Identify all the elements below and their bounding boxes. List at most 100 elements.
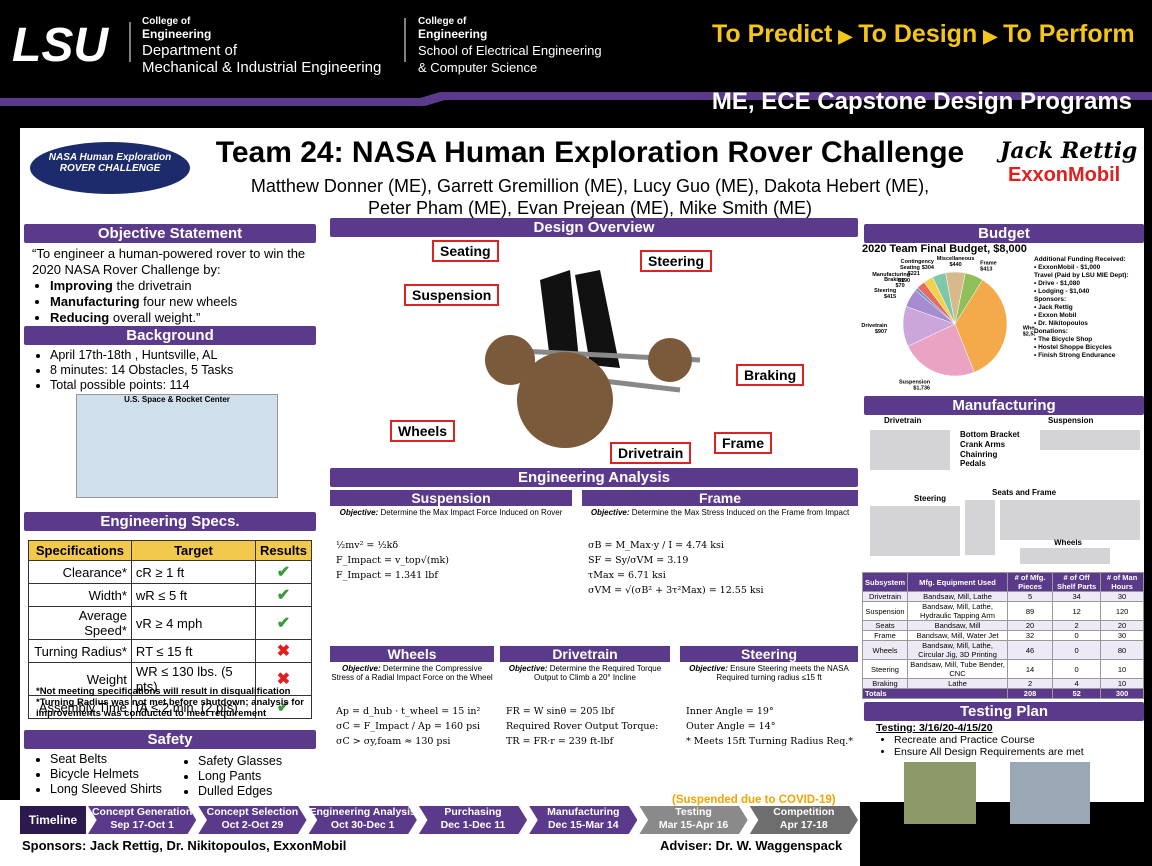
result: ✔ xyxy=(255,695,312,719)
cell: 30 xyxy=(1100,591,1144,602)
arrow: ▶ xyxy=(838,26,853,46)
map: U.S. Space & Rocket Center xyxy=(76,394,278,498)
subheading: Steering xyxy=(680,646,858,662)
t: Ensure Steering meets the NASA Required … xyxy=(716,664,849,682)
sponsors: Sponsors: Jack Rettig, Dr. Nikitopoulos,… xyxy=(22,838,347,853)
cell: 0 xyxy=(1052,640,1102,660)
phase: Concept Selection Oct 2-Oct 29 xyxy=(198,806,307,834)
subheading: Suspension xyxy=(330,490,572,506)
mfg-label: Crank Arms xyxy=(960,440,1006,449)
t: Determine the Compressive Stress of a Ra… xyxy=(331,664,493,682)
cell: 20 xyxy=(1006,620,1054,631)
cell: 12 xyxy=(1052,601,1102,621)
callout: Braking xyxy=(736,364,805,386)
part-image xyxy=(1020,548,1110,564)
tagline-part: To Predict xyxy=(712,20,833,48)
list: Seat BeltsBicycle HelmetsLong Sleeved Sh… xyxy=(32,752,190,797)
callout: Seating xyxy=(432,240,499,262)
mfg-label: Wheels xyxy=(1054,538,1083,547)
cell: 300 xyxy=(1100,688,1144,699)
cell: 89 xyxy=(1006,601,1054,621)
t: U.S. Space & Rocket Center xyxy=(124,395,230,404)
row: Steering Bandsaw, Mill, Tube Bender, CNC 1… xyxy=(861,659,1144,679)
column-header: Results xyxy=(255,540,312,561)
equations: Ap = d_hub · t_wheel = 15 in² σC = F_Impa… xyxy=(336,704,490,749)
rover-image xyxy=(485,270,701,448)
heading: Testing Plan xyxy=(864,702,1144,721)
slice-value: $415 xyxy=(884,294,896,300)
column-header: Specifications xyxy=(28,540,132,561)
cell: Bandsaw, Mill, Lathe xyxy=(907,591,1008,602)
t: Objective: xyxy=(590,508,630,517)
slice-label: Contingency xyxy=(901,259,935,265)
item: Long Pants xyxy=(198,769,328,784)
phase: Concept Generation Sep 17-Oct 1 xyxy=(88,806,197,834)
heading: Budget xyxy=(864,224,1144,243)
slice-value: $2,536 xyxy=(1023,332,1035,338)
result: ✖ xyxy=(255,639,312,663)
row: Braking Lathe 2 4 10 xyxy=(861,678,1144,689)
caption: High Butte (6 Points) xyxy=(900,828,994,839)
column-header: # of Off Shelf Parts xyxy=(1052,572,1102,592)
callout: Steering xyxy=(640,250,713,272)
t: Determine the Max Impact Force Induced o… xyxy=(378,508,563,517)
cell: Average Speed* xyxy=(28,606,132,640)
cell: vR ≥ 4 mph xyxy=(130,606,257,640)
equation: TR = FR·r = 239 ft-lbf xyxy=(506,736,614,747)
t: Objective: xyxy=(689,664,728,673)
tagline: To Predict ▶ To Design ▶ To Perform xyxy=(712,20,1135,49)
slice-value: $221 xyxy=(908,271,920,277)
wheel xyxy=(485,335,535,385)
phase: Testing Mar 15-Apr 16 xyxy=(639,806,748,834)
result: ✔ xyxy=(255,583,312,607)
lsu-logo: LSU xyxy=(12,19,108,72)
heading: Design Overview xyxy=(330,218,858,237)
objective: Objective: Determine the Max Stress Indu… xyxy=(582,508,858,517)
row: Clearance* cR ≥ 1 ft ✔ xyxy=(28,560,312,584)
note: Sponsors: xyxy=(1034,296,1067,303)
cell: 52 xyxy=(1052,688,1102,699)
column-header: Mfg. Equipment Used xyxy=(907,572,1008,592)
list: Improving the drivetrainManufacturing fo… xyxy=(32,278,317,326)
caption: Liquid & Soil Sample Collection (26 Poin… xyxy=(1030,828,1128,850)
note: • Jack Rettig xyxy=(1034,304,1073,311)
row: Weight WR ≤ 130 lbs. (5 pts) ✖ xyxy=(28,662,312,696)
slice-value: $440 xyxy=(949,262,961,268)
pie-slice xyxy=(945,271,966,325)
cell: Seats xyxy=(861,620,909,631)
slice-label: Miscellaneous xyxy=(937,256,975,262)
note: Additional Funding Received: xyxy=(1034,256,1126,263)
wheel xyxy=(648,338,692,382)
cell: 20 xyxy=(1100,620,1144,631)
equation: σC > σy,foam ≈ 130 psi xyxy=(336,736,451,747)
slice-label: Steering xyxy=(874,288,896,294)
equation: * Meets 15ft Turning Radius Req.* xyxy=(686,736,854,747)
timeline-label: Timeline xyxy=(20,806,86,834)
authors: Matthew Donner (ME), Garrett Gremillion … xyxy=(190,175,990,219)
pie-slice xyxy=(907,323,975,377)
heading: Background xyxy=(24,326,316,345)
note: *Turning Radius was not met before shutd… xyxy=(36,697,304,719)
mfg-label: Drivetrain xyxy=(884,416,922,425)
row: Wheels Bandsaw, Mill, Lathe, Circular Jig… xyxy=(861,640,1144,660)
slice-value: $70 xyxy=(895,283,904,289)
item: Total possible points: 114 xyxy=(50,378,330,393)
t: Engineering xyxy=(418,27,488,41)
callout: Frame xyxy=(714,432,773,454)
header-row: Subsystem Mfg. Equipment Used # of Mfg. Pi… xyxy=(861,572,1144,592)
item: Safety Glasses xyxy=(198,754,328,769)
wheel xyxy=(517,352,613,448)
equations: FR = W sinθ = 205 lbf Required Rover Outp… xyxy=(506,704,666,749)
objective: “To engineer a human-powered rover to wi… xyxy=(32,246,317,326)
equation: SF = Sy/σVM = 3.19 xyxy=(588,555,689,566)
cell: Drivetrain xyxy=(861,591,909,602)
column-header: # of Mfg. Pieces xyxy=(1006,572,1054,592)
objective: Objective: Determine the Required Torque… xyxy=(500,664,670,682)
t: Objective: xyxy=(341,664,381,673)
heading: Safety xyxy=(24,730,316,749)
t: Determine the Max Stress Induced on the … xyxy=(629,508,850,517)
equation: σB = M_Max·y / I = 4.74 ksi xyxy=(588,540,724,551)
nasa-logo: NASA Human Exploration ROVER CHALLENGE xyxy=(30,142,190,194)
equation: ½mv² = ½kδ xyxy=(336,540,399,551)
t: Oct 30-Dec 1 xyxy=(330,819,395,831)
